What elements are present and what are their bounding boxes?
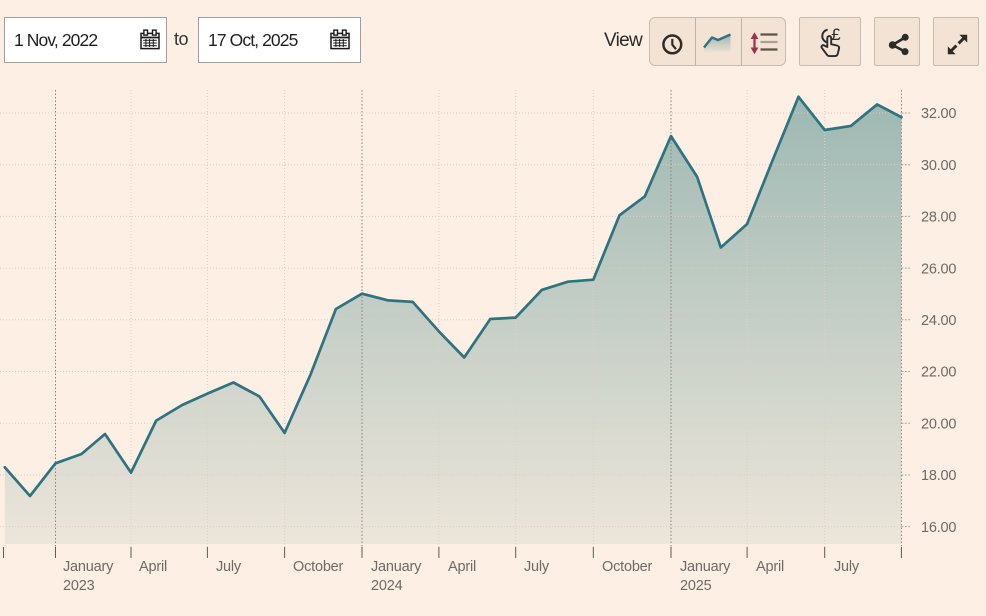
svg-text:30.00: 30.00 — [921, 158, 956, 174]
svg-text:18.00: 18.00 — [921, 468, 956, 484]
svg-text:2024: 2024 — [371, 578, 403, 594]
svg-text:October: October — [602, 559, 653, 575]
svg-text:16.00: 16.00 — [921, 520, 956, 536]
svg-text:January: January — [371, 559, 422, 575]
svg-text:January: January — [63, 559, 114, 575]
svg-text:22.00: 22.00 — [921, 365, 956, 381]
svg-text:20.00: 20.00 — [921, 416, 956, 432]
svg-text:£: £ — [831, 26, 841, 44]
svg-text:April: April — [448, 559, 476, 575]
svg-text:28.00: 28.00 — [921, 210, 956, 226]
svg-text:2025: 2025 — [680, 578, 712, 594]
svg-text:32.00: 32.00 — [921, 106, 956, 122]
svg-text:July: July — [834, 559, 860, 575]
svg-text:2023: 2023 — [63, 578, 95, 594]
svg-text:April: April — [139, 559, 167, 575]
svg-text:26.00: 26.00 — [921, 261, 956, 277]
svg-text:January: January — [680, 559, 731, 575]
svg-text:April: April — [756, 559, 784, 575]
svg-text:July: July — [216, 559, 242, 575]
svg-text:24.00: 24.00 — [921, 313, 956, 329]
svg-text:October: October — [293, 559, 344, 575]
svg-text:July: July — [524, 559, 550, 575]
